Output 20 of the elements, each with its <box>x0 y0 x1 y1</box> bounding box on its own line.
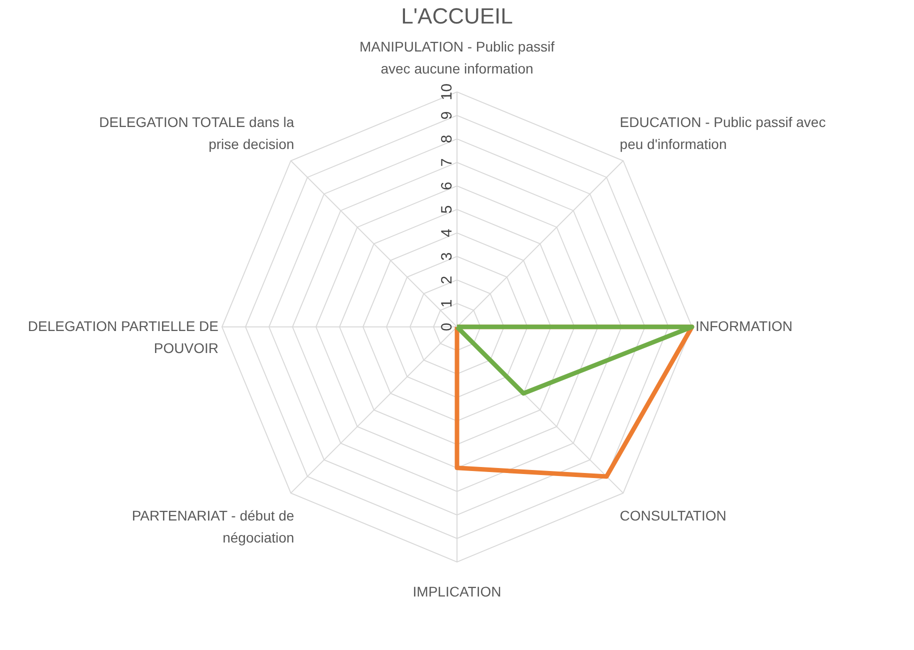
y-tick-label: 3 <box>438 252 456 261</box>
y-tick-label: 1 <box>438 299 456 308</box>
spoke-label: DELEGATION PARTIELLE DE POUVOIR <box>28 318 218 356</box>
y-tick-label: 9 <box>438 111 456 120</box>
spoke-label: DELEGATION TOTALE dans la prise decision <box>99 114 294 152</box>
y-tick-label: 5 <box>438 205 456 214</box>
spoke-label: INFORMATION <box>696 318 792 334</box>
spoke-label: IMPLICATION <box>412 583 502 600</box>
spoke-label: CONSULTATION <box>620 508 726 524</box>
spoke-label: EDUCATION - Public passif avec peu d'information <box>620 114 826 152</box>
y-tick-label: 7 <box>438 158 456 167</box>
y-tick-label: 2 <box>438 276 456 284</box>
y-tick-label: 10 <box>438 84 456 100</box>
chart-title: L'ACCUEIL <box>401 3 513 28</box>
y-tick-label: 4 <box>438 228 456 238</box>
y-tick-label: 6 <box>438 182 456 190</box>
y-tick-label: 8 <box>438 134 456 144</box>
spoke-label: MANIPULATION - Public passif avec aucune information <box>359 38 555 76</box>
y-tick-label: 0 <box>438 322 456 332</box>
spoke-label: PARTENARIAT - début de négociation <box>132 508 294 546</box>
